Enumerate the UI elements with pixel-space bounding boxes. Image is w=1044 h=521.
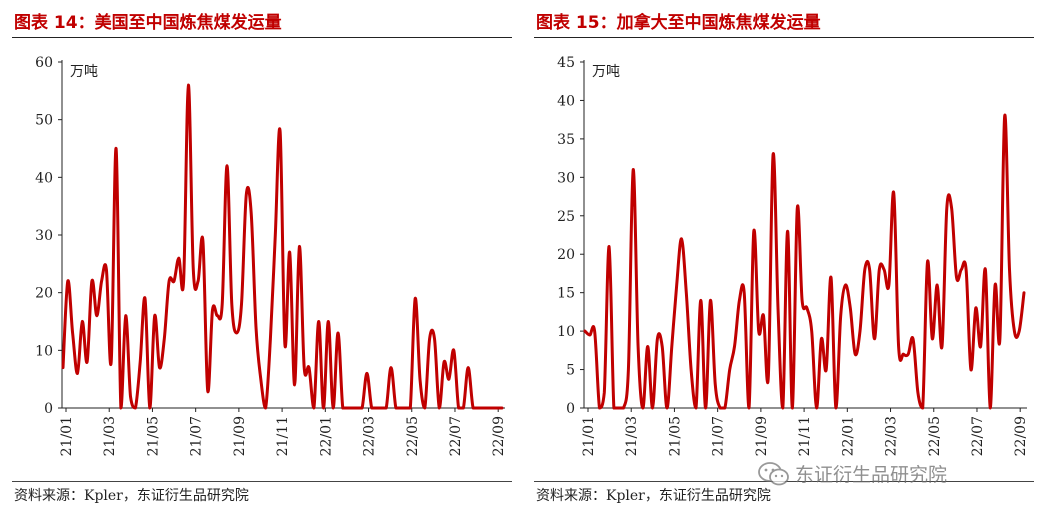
x-tick-label: 22/05 bbox=[405, 416, 421, 456]
title-rule bbox=[534, 37, 1034, 38]
chart-title: 图表 15：加拿大至中国炼焦煤发运量 bbox=[536, 13, 821, 33]
series-line bbox=[61, 83, 504, 410]
x-tick-label: 22/09 bbox=[491, 416, 507, 456]
y-tick-label: 0 bbox=[44, 401, 53, 417]
y-tick-label: 30 bbox=[557, 170, 575, 186]
y-tick-label: 20 bbox=[35, 286, 53, 302]
x-tick-label: 21/03 bbox=[624, 416, 640, 456]
source-note: 资料来源：Kpler，东证衍生品研究院 bbox=[14, 488, 249, 504]
x-tick-label: 21/09 bbox=[232, 416, 248, 456]
chart-panel-canada: 图表 15：加拿大至中国炼焦煤发运量 0 5 10 15 20 25 30 35 40 45 万吨 2… bbox=[522, 0, 1034, 521]
y-tick-label: 25 bbox=[557, 209, 575, 225]
x-tick-label: 21/11 bbox=[797, 416, 813, 456]
title-rule bbox=[12, 37, 512, 38]
line-chart-us: 0 10 20 30 40 50 60 万吨 21/01 21/03 21/05 21/07 21/09… bbox=[35, 55, 507, 456]
y-tick-label: 40 bbox=[557, 93, 575, 109]
x-tick-label: 22/07 bbox=[448, 416, 464, 456]
y-tick-label: 45 bbox=[557, 55, 575, 71]
source-note: 资料来源：Kpler，东证衍生品研究院 bbox=[536, 488, 771, 504]
x-tick-label: 21/01 bbox=[59, 416, 75, 456]
y-tick-label: 10 bbox=[35, 343, 53, 359]
x-tick-label: 21/01 bbox=[581, 416, 597, 456]
footer-rule bbox=[12, 481, 512, 482]
y-tick-label: 10 bbox=[557, 324, 575, 340]
x-tick-label: 21/07 bbox=[711, 416, 727, 456]
x-tick-label: 22/05 bbox=[927, 416, 943, 456]
x-tick-label: 21/05 bbox=[667, 416, 683, 456]
x-tick-label: 21/11 bbox=[275, 416, 291, 456]
x-tick-label: 22/09 bbox=[1013, 416, 1029, 456]
y-tick-label: 5 bbox=[566, 363, 575, 379]
x-tick-label: 21/03 bbox=[102, 416, 118, 456]
watermark-text: 东证衍生品研究院 bbox=[795, 464, 948, 486]
y-tick-label: 60 bbox=[35, 55, 53, 71]
watermark: 东证衍生品研究院 bbox=[757, 460, 947, 487]
y-tick-label: 20 bbox=[557, 247, 575, 263]
chart-panel-us: 图表 14：美国至中国炼焦煤发运量 0 10 20 30 40 50 60 万吨 21/01 21… bbox=[0, 0, 512, 521]
x-tick-label: 22/03 bbox=[884, 416, 900, 456]
x-tick-label: 21/05 bbox=[145, 416, 161, 456]
y-tick-label: 15 bbox=[557, 286, 575, 302]
y-tick-label: 0 bbox=[566, 401, 575, 417]
y-tick-label: 50 bbox=[35, 113, 53, 129]
x-tick-label: 22/07 bbox=[970, 416, 986, 456]
series-line bbox=[583, 113, 1026, 410]
x-tick-label: 22/01 bbox=[318, 416, 334, 456]
y-tick-label: 30 bbox=[35, 228, 53, 244]
chart-title: 图表 14：美国至中国炼焦煤发运量 bbox=[14, 13, 282, 33]
y-tick-label: 35 bbox=[557, 132, 575, 148]
y-tick-label: 40 bbox=[35, 170, 53, 186]
unit-label: 万吨 bbox=[70, 64, 98, 80]
wechat-icon bbox=[758, 461, 789, 485]
x-tick-label: 21/07 bbox=[189, 416, 205, 456]
x-tick-label: 21/09 bbox=[754, 416, 770, 456]
x-tick-label: 22/03 bbox=[362, 416, 378, 456]
unit-label: 万吨 bbox=[592, 64, 620, 80]
line-chart-canada: 0 5 10 15 20 25 30 35 40 45 万吨 21/01 21/03 21/05 21/07… bbox=[557, 55, 1029, 456]
x-tick-label: 22/01 bbox=[840, 416, 856, 456]
